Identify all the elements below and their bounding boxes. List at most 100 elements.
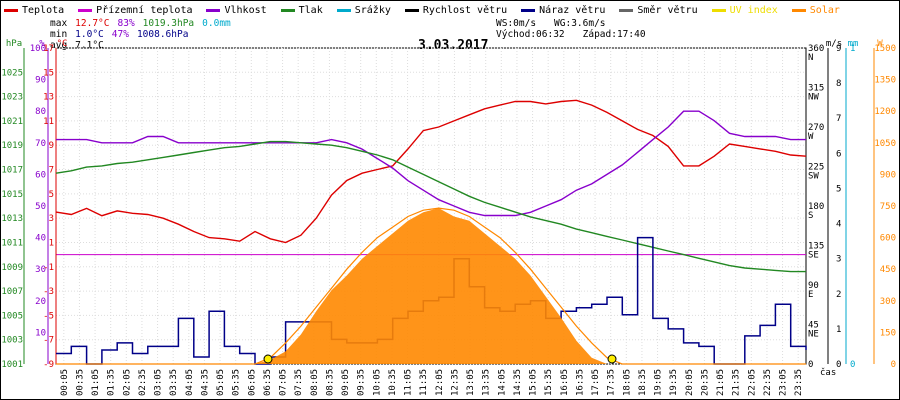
tick-label-hpa: 1013 — [1, 214, 23, 224]
tick-label-hpa: 1003 — [1, 336, 23, 346]
tick-label-x: 06:35 — [263, 369, 273, 396]
tick-label-dir-name: S — [808, 211, 813, 221]
tick-label-x: 05:05 — [216, 369, 226, 396]
tick-label-pct: 60 — [35, 170, 46, 180]
tick-label-x: 18:05 — [622, 369, 632, 396]
tick-label-pct: 30 — [35, 265, 46, 275]
tick-label-hpa: 1011 — [1, 238, 23, 248]
tick-label-ms: 1 — [836, 325, 841, 335]
tick-label-mm: 1 — [850, 44, 855, 54]
tick-label-hpa: 1021 — [1, 117, 23, 127]
tick-label-dir-name: SW — [808, 172, 819, 182]
tick-label-w: 750 — [880, 202, 896, 212]
tick-label-x: 05:35 — [232, 369, 242, 396]
tick-label-ms: 7 — [836, 114, 841, 124]
tick-label-x: 19:05 — [654, 369, 664, 396]
tick-label-temp: 9 — [49, 141, 54, 151]
tick-label-x: 13:05 — [466, 369, 476, 396]
tick-label-x: 02:35 — [138, 369, 148, 396]
tick-label-pct: 10 — [35, 328, 46, 338]
legend-swatch — [206, 8, 221, 12]
tick-label-dir-name: N — [808, 53, 813, 63]
series-teplota — [55, 99, 807, 244]
tick-label-w: 1050 — [874, 139, 896, 149]
tick-label-x: 12:05 — [435, 369, 445, 396]
tick-label-x: 09:05 — [341, 369, 351, 396]
tick-label-pct: 100 — [30, 44, 46, 54]
tick-label-x: 21:35 — [732, 369, 742, 396]
axis-unit-hpa: hPa — [6, 39, 22, 49]
tick-label-dir-name: SE — [808, 251, 819, 261]
legend-item-vlhkost: Vlhkost — [206, 3, 267, 17]
tick-label-hpa: 1025 — [1, 68, 23, 78]
tick-label-hpa: 1005 — [1, 311, 23, 321]
tick-label-w: 1350 — [874, 76, 896, 86]
tick-label-x: 06:05 — [247, 369, 257, 396]
tick-label-x: 04:05 — [185, 369, 195, 396]
tick-label-w: 150 — [880, 328, 896, 338]
tick-label-x: 20:05 — [685, 369, 695, 396]
tick-label-ms: 3 — [836, 255, 841, 265]
stats-min-row: min 1.0°C 47% 1008.6hPa — [50, 29, 189, 40]
legend-swatch — [711, 8, 726, 12]
tick-label-x: 20:35 — [700, 369, 710, 396]
tick-label-x: 13:35 — [482, 369, 492, 396]
tick-label-x: 10:05 — [372, 369, 382, 396]
tick-label-x: 08:05 — [310, 369, 320, 396]
tick-label-temp: 3 — [49, 214, 54, 224]
tick-label-x: 17:35 — [607, 369, 617, 396]
legend-item-teplota: Teplota — [4, 3, 64, 17]
sunrise-marker — [263, 354, 273, 364]
tick-label-w: 300 — [880, 297, 896, 307]
tick-label-x: 07:05 — [279, 369, 289, 396]
tick-label-x: 21:05 — [716, 369, 726, 396]
axis-unit-mm: mm — [848, 39, 859, 49]
tick-label-temp: -7 — [43, 336, 54, 346]
tick-label-x: 04:35 — [200, 369, 210, 396]
tick-label-mm: 0 — [850, 360, 855, 370]
tick-label-w: 900 — [880, 170, 896, 180]
tick-label-x: 03:35 — [169, 369, 179, 396]
axis-unit-temp: °C — [57, 39, 68, 49]
axis-label-x: čas — [820, 367, 836, 378]
tick-label-hpa: 1019 — [1, 141, 23, 151]
tick-label-x: 18:35 — [638, 369, 648, 396]
tick-label-x: 00:05 — [60, 369, 70, 396]
legend-item-srazky: Srážky — [336, 3, 391, 17]
series-vlhkost — [56, 110, 806, 217]
sunset-marker — [607, 354, 617, 364]
legend: Teplota Přízemní teplota Vlhkost Tlak Sr… — [4, 3, 854, 17]
tick-label-dir: 315 — [808, 84, 824, 94]
tick-label-pct: 70 — [35, 139, 46, 149]
tick-label-w: 450 — [880, 265, 896, 275]
tick-label-x: 10:35 — [388, 369, 398, 396]
tick-label-ms: 0 — [836, 360, 841, 370]
tick-label-x: 19:35 — [669, 369, 679, 396]
tick-label-temp: 17 — [43, 44, 54, 54]
legend-swatch — [336, 8, 351, 12]
tick-label-hpa: 1001 — [1, 360, 23, 370]
series-tlak — [55, 140, 806, 273]
tick-label-temp: -9 — [43, 360, 54, 370]
legend-item-rychlost-vetru: Rychlost větru — [404, 3, 507, 17]
series-solar-area — [56, 208, 806, 364]
legend-swatch — [404, 8, 419, 12]
tick-label-x: 01:35 — [107, 369, 117, 396]
tick-label-ms: 5 — [836, 184, 841, 194]
tick-label-w: 0 — [891, 360, 896, 370]
tick-label-hpa: 1007 — [1, 287, 23, 297]
wind-info: WS:0m/s WG:3.6m/s Východ:06:32 Západ:17:40 — [496, 18, 664, 40]
tick-label-temp: 5 — [49, 190, 54, 200]
series-solar-max — [56, 207, 806, 365]
tick-label-x: 22:05 — [747, 369, 757, 396]
legend-item-uv-index: UV index — [711, 3, 778, 17]
tick-label-pct: 90 — [35, 76, 46, 86]
tick-label-dir: 0 — [808, 360, 813, 370]
tick-label-pct: 80 — [35, 107, 46, 117]
tick-label-x: 16:05 — [560, 369, 570, 396]
tick-label-x: 16:35 — [575, 369, 585, 396]
axis-unit-w: W — [877, 39, 883, 49]
tick-label-x: 17:05 — [591, 369, 601, 396]
legend-swatch — [521, 8, 536, 12]
